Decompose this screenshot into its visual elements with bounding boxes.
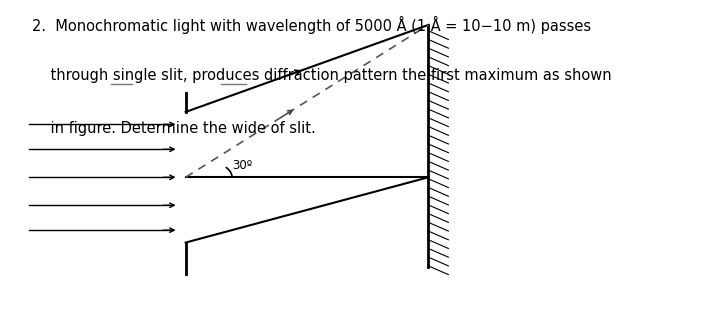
Text: 2.  Monochromatic light with wavelength of 5000 Å (1 Å = 10−10 m) passes: 2. Monochromatic light with wavelength o… — [32, 16, 591, 34]
Text: through single slit, produces diffraction pattern the first maximum as shown: through single slit, produces diffractio… — [32, 68, 612, 83]
Text: 30º: 30º — [232, 159, 252, 172]
Text: in figure. Determine the wide of slit.: in figure. Determine the wide of slit. — [32, 121, 316, 136]
